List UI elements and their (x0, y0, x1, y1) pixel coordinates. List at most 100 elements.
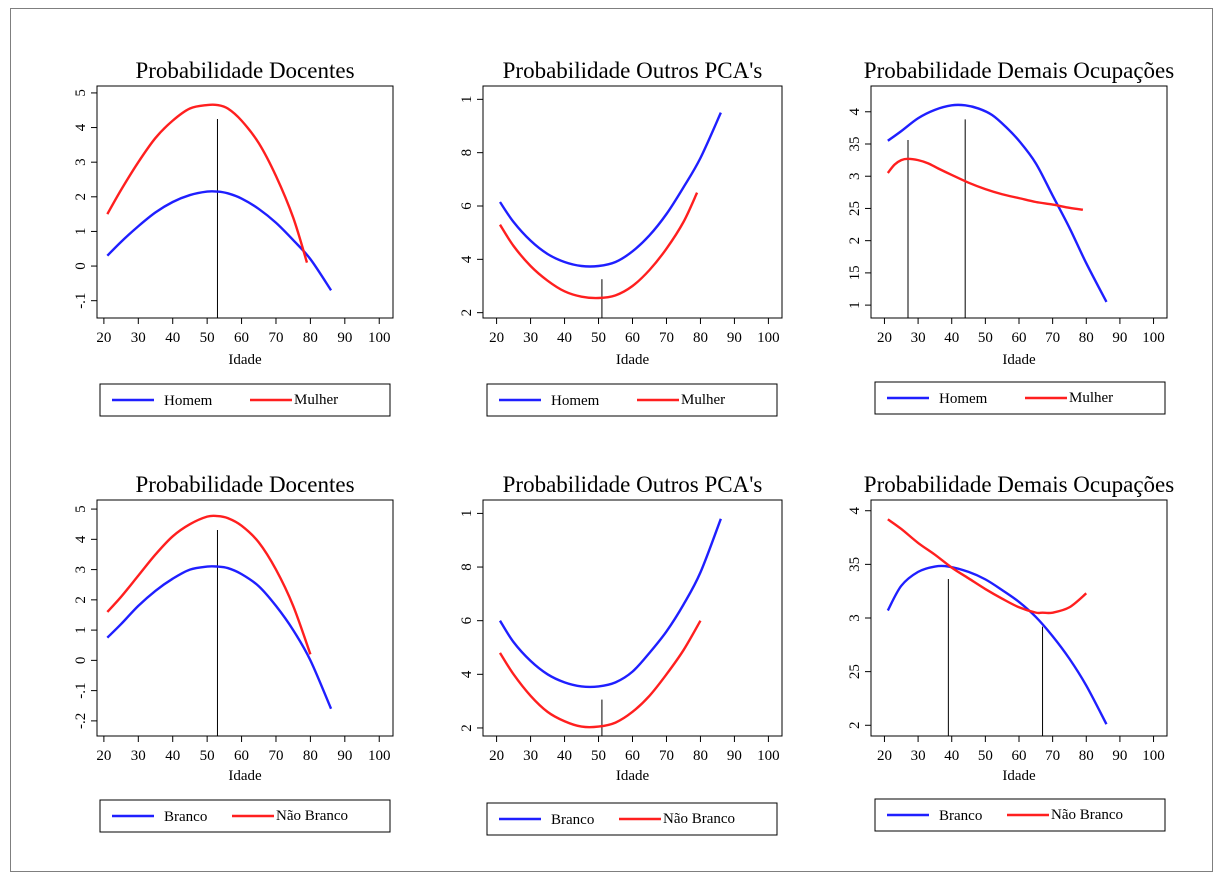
y-tick-label: 6 (459, 616, 475, 624)
y-tick-label: 2 (73, 193, 89, 201)
plot-area (96, 85, 394, 319)
series-line-não-branco (106, 514, 312, 655)
y-tick-label: 0 (73, 657, 89, 665)
x-tick-label: 100 (368, 330, 391, 346)
x-tick-label: 70 (659, 330, 674, 346)
x-tick-label: 30 (911, 748, 926, 764)
x-tick-label: 80 (1079, 330, 1094, 346)
y-tick-label: -.1 (73, 293, 89, 309)
x-axis-label: Idade (616, 768, 650, 784)
y-tick-label: 4 (73, 535, 89, 543)
legend-label: Branco (551, 812, 594, 828)
y-tick-label: 2 (847, 237, 863, 245)
x-tick-label: 50 (978, 330, 993, 346)
chart-title: Probabilidade Outros PCA's (503, 472, 763, 497)
x-tick-label: 60 (625, 748, 640, 764)
series-line-branco (106, 565, 333, 710)
legend-label: Não Branco (663, 811, 735, 827)
x-tick-label: 100 (1142, 330, 1165, 346)
y-tick-label: 0 (73, 262, 89, 270)
y-tick-label: -.1 (73, 682, 89, 698)
y-tick-label: 3 (847, 614, 863, 622)
series-line-branco (498, 518, 722, 689)
x-axis-label: Idade (616, 352, 650, 368)
series-line-mulher (106, 103, 309, 263)
x-tick-label: 70 (268, 748, 283, 764)
x-tick-label: 50 (591, 330, 606, 346)
chart-title: Probabilidade Docentes (135, 472, 354, 497)
y-tick-label: 15 (847, 265, 863, 280)
legend-label: Não Branco (276, 808, 348, 824)
y-tick-label: 2 (847, 722, 863, 730)
x-tick-label: 20 (489, 748, 504, 764)
x-tick-label: 100 (1142, 748, 1165, 764)
x-tick-label: 60 (625, 330, 640, 346)
chart-panel-2: Probabilidade Outros PCA's 20 30 40 50 60 70 80… (459, 58, 783, 417)
y-tick-label: 4 (459, 670, 475, 678)
x-tick-label: 70 (1045, 748, 1060, 764)
legend-label: Branco (164, 809, 207, 825)
legend-label: Mulher (681, 392, 725, 408)
x-tick-label: 70 (1045, 330, 1060, 346)
x-tick-label: 80 (1079, 748, 1094, 764)
chart-panel-6: Probabilidade Demais Ocupações 20 30 40 50 60… (847, 472, 1174, 832)
figure-frame (10, 8, 1213, 872)
x-axis-label: Idade (228, 352, 262, 368)
plot-area (482, 85, 783, 319)
y-tick-label: 8 (459, 563, 475, 571)
x-tick-label: 100 (757, 748, 780, 764)
y-tick-label: 25 (847, 201, 863, 216)
y-tick-label: 2 (459, 724, 475, 732)
x-tick-label: 90 (727, 330, 742, 346)
x-tick-label: 40 (557, 748, 572, 764)
legend-label: Branco (939, 808, 982, 824)
y-tick-label: 35 (847, 137, 863, 152)
x-tick-label: 80 (303, 330, 318, 346)
legend-label: Mulher (294, 392, 338, 408)
legend-label: Mulher (1069, 390, 1113, 406)
x-tick-label: 20 (877, 748, 892, 764)
x-tick-label: 80 (693, 748, 708, 764)
x-tick-label: 30 (523, 330, 538, 346)
y-tick-label: 5 (73, 89, 89, 97)
y-tick-label: 3 (847, 172, 863, 180)
series-line-homem (498, 112, 722, 268)
x-axis-label: Idade (1002, 768, 1036, 784)
y-tick-label: 2 (459, 309, 475, 317)
x-tick-label: 30 (523, 748, 538, 764)
y-tick-label: 3 (73, 566, 89, 574)
x-tick-label: 60 (234, 748, 249, 764)
x-tick-label: 20 (489, 330, 504, 346)
series-line-não-branco (887, 518, 1088, 615)
series-line-não-branco (498, 620, 702, 729)
series-line-homem (106, 190, 333, 291)
x-axis-label: Idade (228, 768, 262, 784)
y-tick-label: 1 (459, 510, 475, 518)
x-axis-label: Idade (1002, 352, 1036, 368)
chart-title: Probabilidade Outros PCA's (503, 58, 763, 83)
x-tick-label: 100 (757, 330, 780, 346)
x-tick-label: 50 (200, 330, 215, 346)
x-tick-label: 40 (944, 330, 959, 346)
x-tick-label: 40 (165, 748, 180, 764)
x-tick-label: 30 (911, 330, 926, 346)
chart-title: Probabilidade Docentes (135, 58, 354, 83)
y-tick-label: 1 (847, 301, 863, 309)
y-tick-label: 25 (847, 664, 863, 679)
x-tick-label: 20 (96, 748, 111, 764)
x-tick-label: 60 (1012, 748, 1027, 764)
x-tick-label: 50 (591, 748, 606, 764)
x-tick-label: 20 (877, 330, 892, 346)
x-tick-label: 90 (1112, 748, 1127, 764)
plot-area (482, 499, 783, 737)
series-line-mulher (498, 192, 699, 300)
x-tick-label: 50 (978, 748, 993, 764)
x-tick-label: 90 (1112, 330, 1127, 346)
y-tick-label: 6 (459, 202, 475, 210)
y-tick-label: 4 (459, 255, 475, 263)
x-tick-label: 80 (693, 330, 708, 346)
y-tick-label: 8 (459, 149, 475, 157)
legend-label: Homem (939, 391, 988, 407)
